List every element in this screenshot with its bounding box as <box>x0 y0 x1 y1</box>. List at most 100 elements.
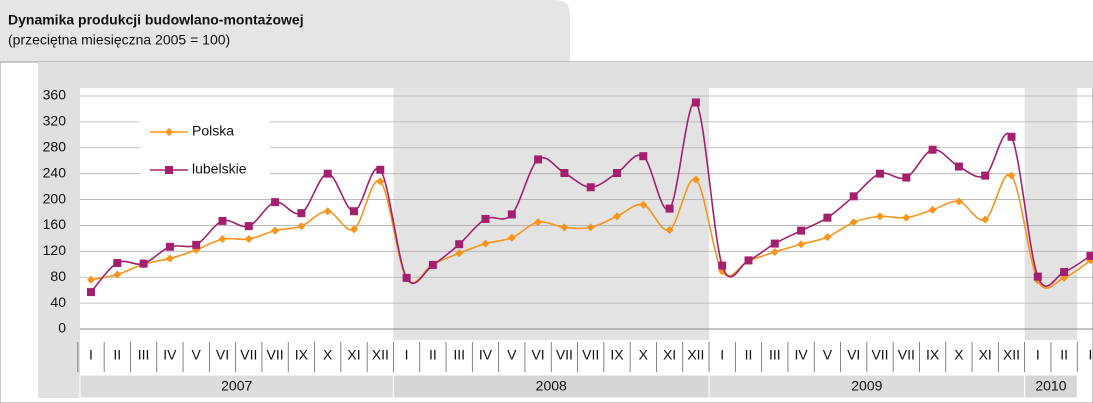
marker <box>823 233 832 242</box>
x-tick-label: I <box>405 347 409 363</box>
x-tick-label: VII <box>267 347 284 363</box>
marker <box>770 239 779 248</box>
marker <box>613 169 621 178</box>
x-tick-label: III <box>453 347 465 363</box>
legend-box <box>140 113 270 187</box>
marker <box>481 214 490 223</box>
marker <box>455 240 464 249</box>
marker <box>797 226 806 235</box>
marker <box>244 222 253 231</box>
y-tick-label: 80 <box>50 268 66 284</box>
x-tick-label: IX <box>295 347 309 363</box>
x-tick-label: X <box>323 347 333 363</box>
marker <box>534 218 543 227</box>
year-cell <box>1024 374 1078 399</box>
marker <box>87 275 95 284</box>
marker <box>744 256 753 265</box>
marker <box>534 155 543 164</box>
marker <box>639 200 648 209</box>
marker <box>665 204 674 213</box>
marker <box>691 175 700 184</box>
marker <box>428 260 437 269</box>
marker <box>244 235 253 244</box>
marker <box>613 212 621 221</box>
marker <box>271 198 280 207</box>
x-tick-label: IV <box>794 347 808 363</box>
x-tick-label: X <box>954 347 964 363</box>
marker <box>876 169 884 178</box>
marker <box>350 225 358 234</box>
marker <box>481 239 490 248</box>
year-label: 2010 <box>1035 378 1066 394</box>
marker <box>718 261 727 270</box>
x-tick-label: III <box>138 347 150 363</box>
x-tick-label: VII <box>556 347 573 363</box>
x-tick-label: I <box>89 347 93 363</box>
year-label: 2007 <box>221 378 252 394</box>
marker <box>165 166 173 174</box>
marker <box>218 235 227 244</box>
y-tick-label: 360 <box>43 87 67 103</box>
marker <box>849 192 858 201</box>
marker <box>297 209 306 218</box>
x-tick-label: IV <box>479 347 493 363</box>
x-tick-label: VII <box>240 347 257 363</box>
marker <box>876 212 884 221</box>
x-tick-label: II <box>1060 347 1068 363</box>
marker <box>954 162 963 171</box>
x-tick-label: IV <box>163 347 177 363</box>
chart-subtitle: (przeciętna miesięczna 2005 = 100) <box>8 32 230 48</box>
marker <box>586 223 595 232</box>
marker <box>271 226 280 235</box>
marker <box>639 152 648 161</box>
x-tick-label: XII <box>687 347 704 363</box>
marker <box>1033 272 1042 281</box>
x-tick-label: VI <box>531 347 544 363</box>
x-tick-label: V <box>823 347 833 363</box>
marker <box>928 145 937 154</box>
marker <box>691 98 700 107</box>
marker <box>376 177 385 186</box>
marker <box>928 205 937 214</box>
marker <box>376 165 385 174</box>
year-label: 2008 <box>536 378 567 394</box>
x-tick-label: I <box>1036 347 1040 363</box>
y-tick-label: 160 <box>43 216 67 232</box>
x-tick-label: V <box>192 347 202 363</box>
marker <box>455 249 464 258</box>
x-tick-label: II <box>745 347 753 363</box>
marker <box>113 270 122 279</box>
legend-label: lubelskie <box>192 161 247 177</box>
marker <box>586 183 595 192</box>
marker <box>323 207 332 216</box>
x-tick-label: II <box>113 347 121 363</box>
x-tick-label: XII <box>372 347 389 363</box>
x-tick-label: III <box>769 347 781 363</box>
y-tick-label: 200 <box>43 190 67 206</box>
marker <box>165 254 174 263</box>
marker <box>665 225 674 234</box>
x-tick-label: X <box>639 347 649 363</box>
x-tick-label: XI <box>979 347 992 363</box>
marker <box>560 223 569 232</box>
marker <box>1007 132 1016 141</box>
marker <box>797 240 806 249</box>
x-tick-label: V <box>507 347 517 363</box>
marker <box>849 218 858 227</box>
x-tick-label: XI <box>347 347 360 363</box>
y-tick-label: 240 <box>43 164 67 180</box>
x-tick-label: VII <box>582 347 599 363</box>
x-tick-label: VII <box>871 347 888 363</box>
y-tick-label: 320 <box>43 113 67 129</box>
marker <box>560 169 569 178</box>
marker <box>192 240 201 249</box>
chart-title: Dynamika produkcji budowlano-montażowej <box>8 12 304 28</box>
year-band <box>1024 88 1078 340</box>
axis-band <box>38 88 80 398</box>
y-tick-label: 120 <box>43 242 67 258</box>
y-tick-label: 280 <box>43 138 67 154</box>
marker <box>981 171 990 180</box>
year-label: 2009 <box>851 378 882 394</box>
x-tick-label: XII <box>1003 347 1020 363</box>
